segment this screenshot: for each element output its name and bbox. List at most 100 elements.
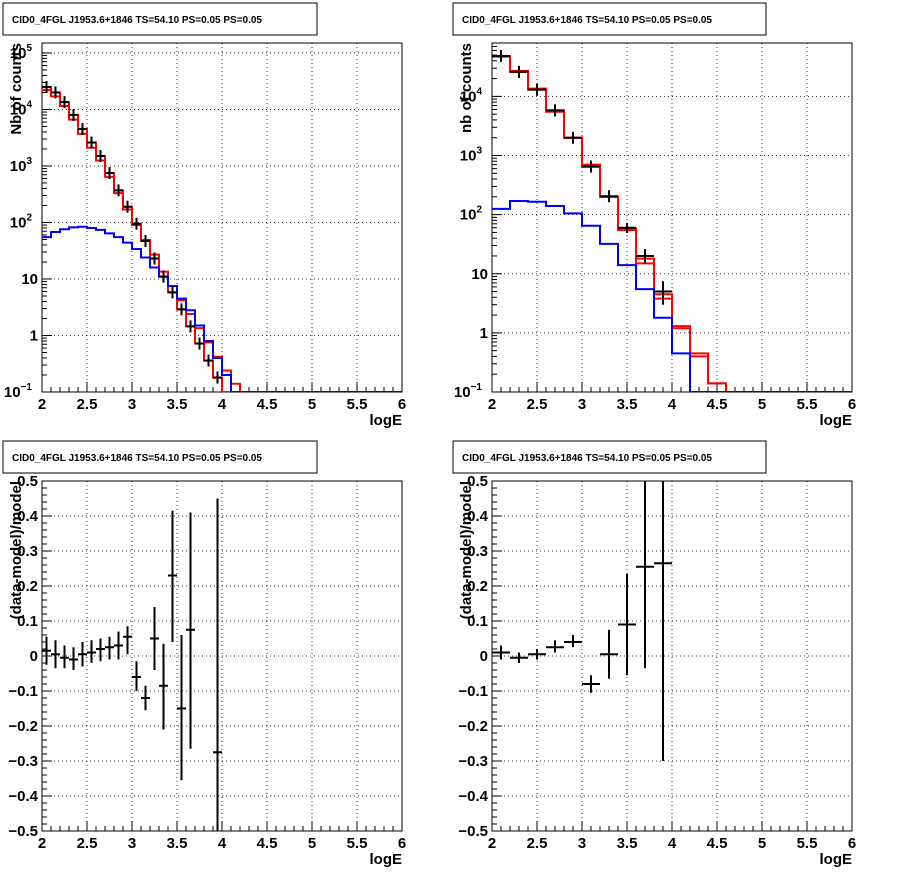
- data-point: [78, 123, 87, 136]
- y-tick-base: −0.4: [8, 788, 38, 805]
- data-layer: [42, 80, 402, 392]
- data-point: [168, 286, 177, 299]
- data-point: [654, 281, 672, 305]
- data-point: [114, 184, 123, 197]
- data-point: [78, 642, 87, 667]
- data-point: [204, 354, 213, 367]
- x-tick-label: 2: [488, 835, 496, 852]
- y-tick-base: 0.5: [17, 473, 38, 490]
- data-point: [213, 371, 222, 384]
- data-point: [60, 96, 69, 109]
- y-tick-base: 0.1: [467, 613, 488, 630]
- x-tick-label: 2.5: [77, 835, 98, 852]
- data-point: [510, 65, 528, 78]
- data-point: [618, 223, 636, 233]
- data-point: [132, 217, 141, 230]
- x-tick-label: 5.5: [347, 835, 368, 852]
- y-tick-label: 103: [10, 156, 33, 175]
- y-tick-base: 0.4: [17, 508, 39, 525]
- x-tick-label: 5: [308, 396, 316, 413]
- y-tick-exponent: 4: [476, 86, 482, 97]
- y-tick-label: −0.4: [458, 788, 488, 805]
- chart-pad-4: CID0_4FGL J1953.6+1846 TS=54.10 PS=0.05 …: [452, 440, 856, 868]
- data-point: [528, 649, 546, 660]
- y-axis-label: (data-model)/model: [8, 481, 25, 619]
- y-tick-base: 0.1: [17, 613, 38, 630]
- y-tick-label: 10: [471, 266, 488, 283]
- y-tick-base: −0.1: [8, 683, 38, 700]
- title-box: [2, 2, 318, 36]
- data-point: [150, 252, 159, 265]
- x-tick-label: 5.5: [797, 396, 818, 413]
- data-layer: [42, 498, 222, 831]
- y-tick-base: −0.5: [458, 823, 488, 840]
- y-tick-base: −0.2: [458, 718, 488, 735]
- data-point: [492, 645, 510, 660]
- data-point: [618, 573, 636, 676]
- y-tick-base: 10: [4, 384, 21, 401]
- y-tick-base: −0.4: [458, 788, 488, 805]
- x-axis-label: logE: [820, 412, 853, 429]
- data-point: [42, 636, 51, 665]
- data-point: [582, 160, 600, 173]
- chart-title: CID0_4FGL J1953.6+1846 TS=54.10 PS=0.05 …: [12, 453, 262, 464]
- data-point: [123, 626, 132, 655]
- data-point: [87, 640, 96, 663]
- x-tick-label: 3.5: [167, 396, 188, 413]
- y-tick-label: 0: [480, 648, 488, 665]
- y-tick-label: −0.3: [458, 753, 488, 770]
- chart-pad-2: CID0_4FGL J1953.6+1846 TS=54.10 PS=0.05 …: [452, 2, 856, 429]
- y-tick-base: 0.2: [17, 578, 38, 595]
- histogram-series-3: [492, 200, 852, 392]
- data-point: [51, 640, 60, 669]
- data-point: [600, 629, 618, 679]
- x-tick-label: 3.5: [617, 396, 638, 413]
- x-tick-label: 2.5: [527, 835, 548, 852]
- chart-title: CID0_4FGL J1953.6+1846 TS=54.10 PS=0.05 …: [462, 453, 712, 464]
- x-tick-label: 3: [578, 835, 586, 852]
- y-tick-base: −0.1: [458, 683, 488, 700]
- data-point: [582, 675, 600, 693]
- data-point: [654, 481, 672, 761]
- data-point: [636, 249, 654, 264]
- y-tick-label: 0.3: [467, 543, 488, 560]
- y-tick-label: 10−1: [4, 382, 33, 401]
- y-axis-label: (data-model)/model: [458, 481, 475, 619]
- y-tick-base: 0.5: [467, 473, 488, 490]
- y-tick-label: 0.5: [17, 473, 38, 490]
- y-tick-base: 10: [10, 45, 27, 62]
- y-tick-label: 104: [460, 86, 483, 105]
- title-box: [452, 440, 767, 474]
- y-tick-base: 10: [460, 207, 477, 224]
- data-point: [150, 607, 159, 670]
- y-tick-label: −0.5: [458, 823, 488, 840]
- y-tick-base: −0.5: [8, 823, 38, 840]
- data-point: [69, 647, 78, 670]
- data-point: [141, 685, 150, 711]
- histogram-series-3: [42, 225, 402, 392]
- y-tick-base: 10: [460, 148, 477, 165]
- y-tick-exponent: 3: [26, 156, 32, 167]
- y-tick-base: 10: [10, 214, 27, 231]
- data-point: [96, 638, 105, 662]
- y-tick-base: 1: [480, 325, 488, 342]
- y-tick-label: 102: [460, 205, 483, 224]
- y-tick-label: −0.1: [458, 683, 488, 700]
- x-tick-label: 4: [668, 835, 677, 852]
- y-tick-label: 0.1: [467, 613, 488, 630]
- data-point: [123, 200, 132, 213]
- data-point: [177, 303, 186, 316]
- x-tick-label: 3: [128, 835, 136, 852]
- x-tick-label: 6: [848, 835, 856, 852]
- x-tick-label: 6: [398, 835, 406, 852]
- data-point: [42, 80, 51, 93]
- x-tick-label: 2: [488, 396, 496, 413]
- y-tick-label: 0.3: [17, 543, 38, 560]
- y-tick-label: 0.4: [467, 508, 489, 525]
- y-tick-label: −0.5: [8, 823, 38, 840]
- data-point: [96, 150, 105, 163]
- x-tick-label: 6: [848, 396, 856, 413]
- y-tick-base: 0.3: [467, 543, 488, 560]
- data-point: [87, 136, 96, 149]
